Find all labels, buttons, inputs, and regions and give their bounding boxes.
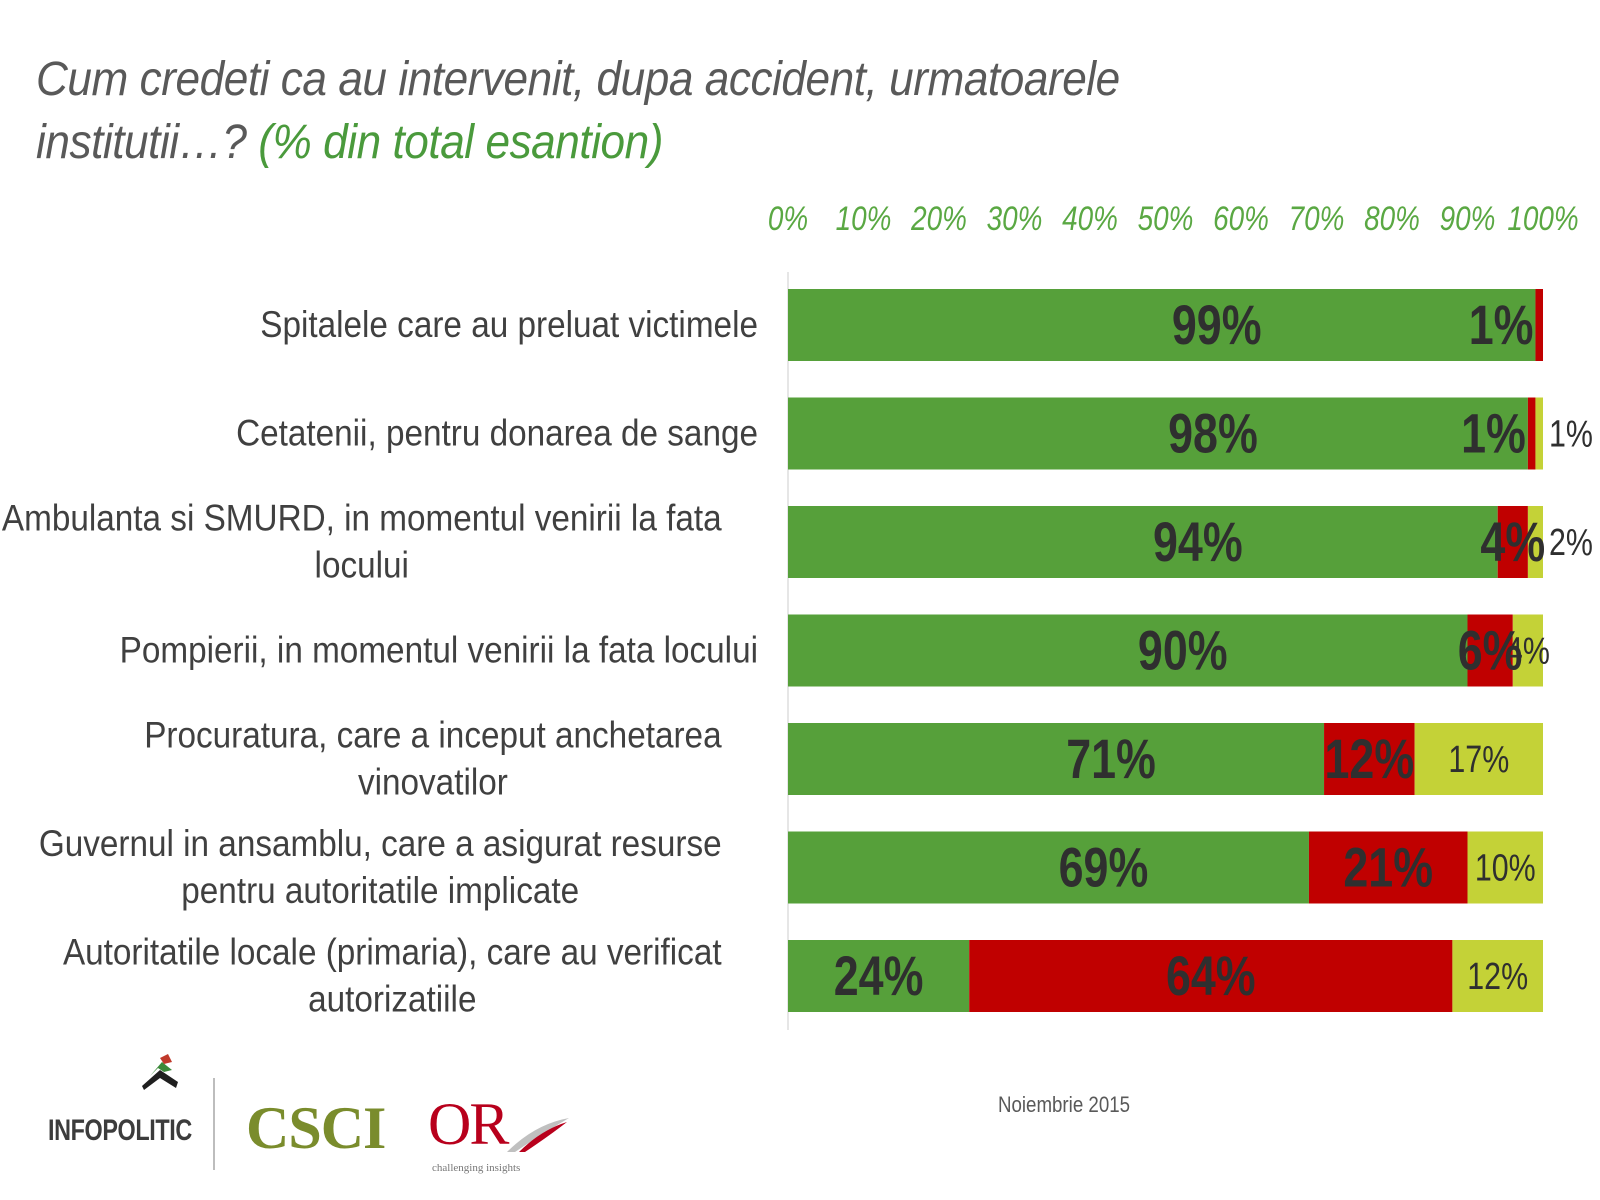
x-axis-tick-labels: 0% 10% 20% 30% 40% 50% 60% 70% 80% 90% 100% — [768, 199, 1579, 237]
value-label: 12% — [1325, 727, 1415, 790]
stacked-bar-chart: 0% 10% 20% 30% 40% 50% 60% 70% 80% 90% 100% Spital… — [0, 0, 1600, 1040]
x-tick-label: 40% — [1062, 199, 1118, 237]
or-logo-tagline: challenging insights — [432, 1162, 520, 1174]
bar-segment-yellow — [1535, 398, 1543, 470]
bar-segment-green — [788, 506, 1498, 578]
value-label: 17% — [1448, 739, 1509, 781]
value-label: 1% — [1549, 413, 1593, 455]
csci-logo: CSCI — [246, 1094, 385, 1163]
infopolitic-mark-icon — [138, 1052, 182, 1096]
category-label: Autoritatile locale (primaria), care au … — [63, 932, 722, 1020]
bar-segment-red — [1528, 398, 1536, 470]
x-tick-label: 70% — [1289, 199, 1345, 237]
category-label-line: pentru autoritatile implicate — [181, 870, 579, 911]
x-tick-label: 10% — [836, 199, 892, 237]
value-label: 1% — [1461, 402, 1526, 465]
category-label: Spitalele care au preluat victimele — [260, 304, 758, 345]
value-label: 99% — [1172, 293, 1262, 356]
value-label: 21% — [1343, 836, 1433, 899]
footer-logos: INFOPOLITIC CSCI OR challenging insights — [0, 1050, 1600, 1200]
bar-segment-green — [788, 723, 1324, 795]
x-tick-label: 90% — [1440, 199, 1496, 237]
bar-segment-green — [788, 615, 1468, 687]
bar-segment-green — [788, 832, 1309, 904]
category-label-line: Guvernul in ansamblu, care a asigurat re… — [39, 823, 722, 864]
value-label: 10% — [1475, 847, 1536, 889]
category-label-line: Autoritatile locale (primaria), care au … — [63, 932, 722, 973]
category-label-line: autorizatiile — [308, 979, 476, 1020]
value-label: 98% — [1168, 402, 1258, 465]
category-label: Pompierii, in momentul venirii la fata l… — [120, 630, 758, 671]
category-label-line: Ambulanta si SMURD, in momentul venirii … — [2, 498, 722, 539]
value-label: 69% — [1059, 836, 1149, 899]
category-label-line: Spitalele care au preluat victimele — [260, 304, 758, 345]
value-label: 1% — [1469, 293, 1534, 356]
category-label: Cetatenii, pentru donarea de sange — [236, 413, 758, 454]
category-label-line: vinovatilor — [358, 762, 508, 803]
value-label: 4% — [1480, 510, 1545, 573]
category-labels: Spitalele care au preluat victimele Cetat… — [2, 304, 758, 1019]
x-tick-label: 100% — [1507, 199, 1578, 237]
x-tick-label: 50% — [1138, 199, 1194, 237]
x-tick-label: 80% — [1364, 199, 1420, 237]
value-label: 12% — [1467, 956, 1528, 998]
category-label: Ambulanta si SMURD, in momentul venirii … — [2, 498, 722, 586]
value-label: 24% — [834, 944, 924, 1007]
x-tick-label: 30% — [987, 199, 1043, 237]
bar-segment-green — [788, 289, 1535, 361]
x-tick-label: 0% — [768, 199, 808, 237]
logo-divider — [213, 1078, 215, 1170]
value-label: 64% — [1166, 944, 1256, 1007]
value-label: 4% — [1506, 630, 1550, 672]
x-tick-label: 60% — [1213, 199, 1269, 237]
value-label: 71% — [1066, 727, 1156, 790]
category-label: Guvernul in ansamblu, care a asigurat re… — [39, 823, 722, 911]
category-label-line: Procuratura, care a inceput anchetarea — [144, 715, 722, 756]
category-label-line: Cetatenii, pentru donarea de sange — [236, 413, 758, 454]
date-label: Noiembrie 2015 — [998, 1092, 1130, 1118]
infopolitic-logo: INFOPOLITIC — [48, 1114, 192, 1148]
value-label: 2% — [1549, 522, 1593, 564]
value-label: 94% — [1153, 510, 1243, 573]
bar-segment-green — [788, 398, 1528, 470]
x-tick-label: 20% — [910, 199, 967, 237]
bar-segment-red — [1535, 289, 1543, 361]
category-label-line: locului — [315, 545, 409, 586]
category-label: Procuratura, care a inceput anchetarea vi… — [144, 715, 722, 803]
category-label-line: Pompierii, in momentul venirii la fata l… — [120, 630, 758, 671]
value-label: 90% — [1138, 619, 1228, 682]
or-logo: OR — [428, 1090, 507, 1159]
or-swoosh-icon — [505, 1116, 571, 1156]
